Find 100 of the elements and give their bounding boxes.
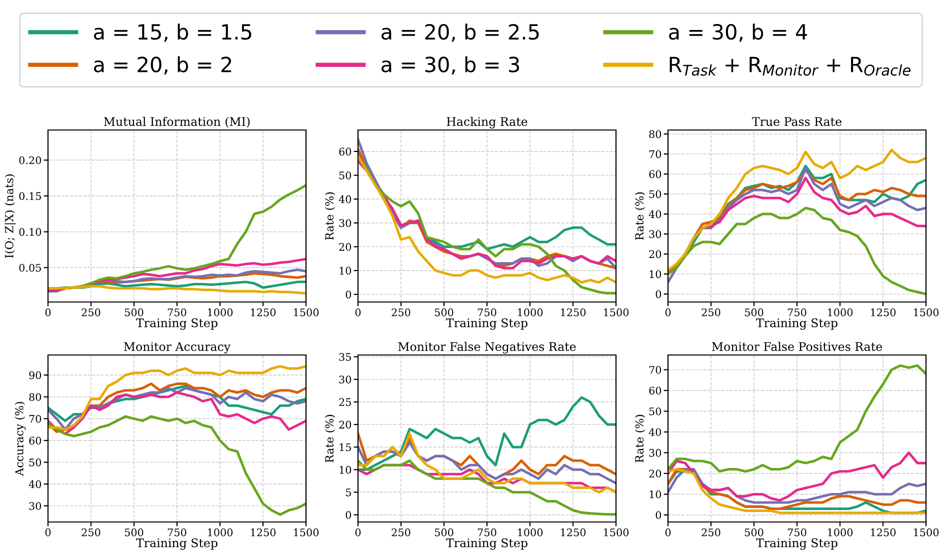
y-tick-label: 0.10 <box>19 228 42 236</box>
line-series <box>358 432 616 494</box>
line-series <box>48 365 306 431</box>
chart-title: Hacking Rate <box>446 116 528 128</box>
x-tick-label: 500 <box>744 528 764 536</box>
y-tick-label: 60 <box>339 148 352 156</box>
chart-title: Monitor Accuracy <box>124 342 231 354</box>
x-tick-label: 750 <box>788 528 806 536</box>
x-tick-label: 750 <box>168 528 186 536</box>
chart-title: Monitor False Negatives Rate <box>398 342 576 354</box>
chart-title: True Pass Rate <box>752 117 842 126</box>
x-tick-label: 1250 <box>871 528 896 536</box>
line-series <box>668 451 926 502</box>
y-tick-label: 80 <box>29 393 42 401</box>
x-axis-title: Training Step <box>136 318 218 330</box>
x-tick-label: 1000 <box>828 528 853 536</box>
y-tick-label: 70 <box>649 150 662 158</box>
y-tick-label: 0 <box>346 511 352 519</box>
x-tick-label: 1000 <box>208 528 233 536</box>
y-tick-label: 15 <box>340 443 351 452</box>
x-tick-label: 250 <box>702 528 720 536</box>
y-tick-label: 0.15 <box>19 192 41 200</box>
x-tick-label: 1500 <box>914 528 939 536</box>
y-tick-label: 40 <box>648 210 662 218</box>
y-tick-label: 50 <box>339 171 352 180</box>
chart-title: Monitor False Positives Rate <box>712 342 882 351</box>
y-tick-label: 10 <box>650 270 662 278</box>
x-tick-label: 500 <box>744 308 764 316</box>
y-tick-label: 50 <box>649 190 662 198</box>
x-tick-label: 1500 <box>604 528 629 536</box>
x-tick-label: 1250 <box>561 528 586 536</box>
y-tick-label: 5 <box>346 488 351 496</box>
x-tick-label: 250 <box>82 528 100 536</box>
y-tick-label: 30 <box>649 230 662 238</box>
y-axis-title: Rate (%) <box>634 192 646 240</box>
y-tick-label: 50 <box>29 458 42 466</box>
y-tick-label: 60 <box>649 170 662 178</box>
x-tick-label: 250 <box>82 308 100 316</box>
y-tick-label: 20 <box>649 470 662 478</box>
x-tick-label: 0 <box>665 528 671 536</box>
line-series <box>668 206 926 296</box>
x-tick-label: 750 <box>478 528 496 536</box>
legend-label: R$_{Task}$ + R$_{Monitor}$ + R$_{Oracle}$ <box>670 56 910 76</box>
x-tick-label: 1500 <box>294 308 319 316</box>
y-tick-label: 20 <box>649 250 662 258</box>
y-tick-label: 70 <box>29 414 42 423</box>
y-tick-label: 20 <box>339 420 352 429</box>
x-tick-label: 1000 <box>208 308 233 316</box>
y-tick-label: 40 <box>338 195 352 204</box>
legend-label: a = 20, b = 2.5 <box>382 24 539 42</box>
x-axis-title: Training Step <box>446 538 528 550</box>
y-tick-label: 20 <box>339 242 352 251</box>
y-tick-label: 10 <box>340 466 352 474</box>
legend-label: a = 30, b = 3 <box>382 56 520 75</box>
x-tick-label: 0 <box>665 308 671 316</box>
y-tick-label: 0 <box>656 290 662 298</box>
y-tick-label: 40 <box>28 480 42 488</box>
chart-title: Mutual Information (MI) <box>104 116 250 128</box>
x-axis-title: Training Step <box>756 318 838 330</box>
line-series <box>358 459 616 516</box>
x-tick-label: 1250 <box>251 528 276 536</box>
y-axis-title: Rate (%) <box>634 414 646 462</box>
y-tick-label: 0.05 <box>19 264 41 272</box>
x-tick-label: 250 <box>392 528 410 536</box>
y-tick-label: 35 <box>339 353 351 361</box>
x-tick-label: 1500 <box>914 308 939 316</box>
y-tick-label: 50 <box>649 407 662 416</box>
line-series <box>668 364 926 473</box>
x-tick-label: 750 <box>478 308 496 316</box>
x-tick-label: 1250 <box>871 308 896 316</box>
x-axis-title: Training Step <box>446 318 528 330</box>
y-tick-label: 80 <box>649 130 662 138</box>
line-series <box>48 415 306 516</box>
x-tick-label: 500 <box>124 528 144 536</box>
y-tick-label: 10 <box>340 266 352 275</box>
y-axis-title: Rate (%) <box>324 192 336 240</box>
x-tick-label: 1250 <box>251 308 276 316</box>
legend-label: a = 30, b = 4 <box>669 24 808 42</box>
x-tick-label: 250 <box>702 308 720 316</box>
y-tick-label: 25 <box>339 398 351 406</box>
x-tick-label: 1000 <box>518 528 543 536</box>
x-tick-label: 750 <box>168 308 186 316</box>
x-tick-label: 0 <box>355 528 361 536</box>
x-tick-label: 1250 <box>561 308 586 316</box>
y-tick-label: 90 <box>29 371 42 380</box>
x-axis-title: Training Step <box>136 538 218 550</box>
x-tick-label: 1500 <box>604 308 629 316</box>
y-tick-label: 60 <box>649 386 662 395</box>
y-tick-label: 0 <box>346 290 352 298</box>
x-tick-label: 500 <box>434 528 454 536</box>
x-tick-label: 0 <box>45 528 51 536</box>
x-tick-label: 1000 <box>518 308 543 316</box>
y-tick-label: 0.20 <box>19 156 42 164</box>
y-tick-label: 30 <box>29 502 42 510</box>
x-tick-label: 250 <box>392 308 410 316</box>
y-tick-label: 30 <box>339 219 352 228</box>
x-tick-label: 1000 <box>828 308 853 316</box>
y-axis-title: Rate (%) <box>324 414 336 462</box>
x-tick-label: 750 <box>788 308 806 316</box>
y-tick-label: 40 <box>648 428 662 436</box>
